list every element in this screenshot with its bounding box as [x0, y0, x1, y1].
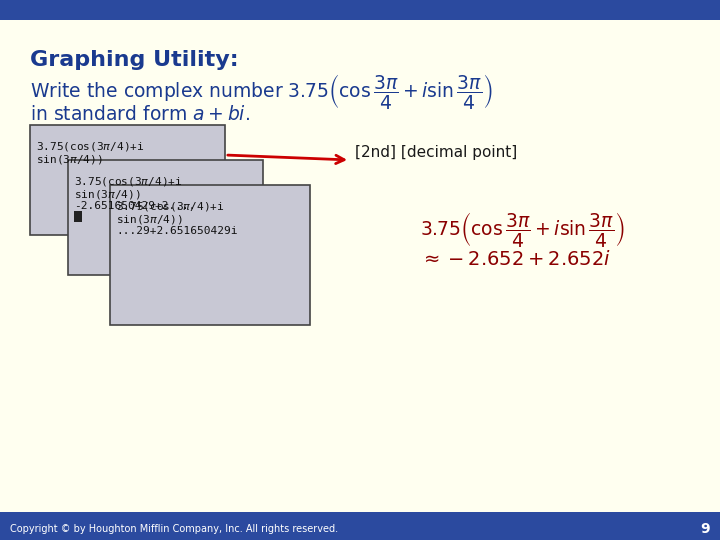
Text: sin(3$\pi$/4)): sin(3$\pi$/4))	[116, 213, 183, 226]
Text: ...29+2.651650429i: ...29+2.651650429i	[116, 226, 238, 236]
Text: 3.75(cos(3$\pi$/4)+i: 3.75(cos(3$\pi$/4)+i	[116, 200, 225, 213]
FancyBboxPatch shape	[74, 211, 82, 222]
Text: Graphing Utility:: Graphing Utility:	[30, 50, 238, 70]
Text: 9: 9	[701, 522, 710, 536]
Text: in standard form $a + bi$.: in standard form $a + bi$.	[30, 105, 250, 124]
Text: sin(3$\pi$/4)): sin(3$\pi$/4))	[36, 153, 103, 166]
Text: $3.75\left(\cos\dfrac{3\pi}{4}+i\sin\dfrac{3\pi}{4}\right)$: $3.75\left(\cos\dfrac{3\pi}{4}+i\sin\dfr…	[420, 210, 625, 249]
Text: Copyright © by Houghton Mifflin Company, Inc. All rights reserved.: Copyright © by Houghton Mifflin Company,…	[10, 524, 338, 534]
Text: 3.75(cos(3$\pi$/4)+i: 3.75(cos(3$\pi$/4)+i	[36, 140, 145, 153]
FancyBboxPatch shape	[0, 0, 720, 20]
Text: -2.651650429+2....: -2.651650429+2....	[74, 201, 196, 211]
Text: [2nd] [decimal point]: [2nd] [decimal point]	[355, 145, 517, 159]
Text: 3.75(cos(3$\pi$/4)+i: 3.75(cos(3$\pi$/4)+i	[74, 175, 182, 188]
Text: sin(3$\pi$/4)): sin(3$\pi$/4))	[74, 188, 140, 201]
FancyBboxPatch shape	[0, 512, 720, 540]
FancyBboxPatch shape	[68, 160, 263, 275]
Text: $\approx -2.652+2.652i$: $\approx -2.652+2.652i$	[420, 250, 611, 269]
Text: Write the complex number $3.75\left(\cos\dfrac{3\pi}{4}+i\sin\dfrac{3\pi}{4}\rig: Write the complex number $3.75\left(\cos…	[30, 72, 492, 111]
FancyBboxPatch shape	[30, 125, 225, 235]
FancyBboxPatch shape	[110, 185, 310, 325]
